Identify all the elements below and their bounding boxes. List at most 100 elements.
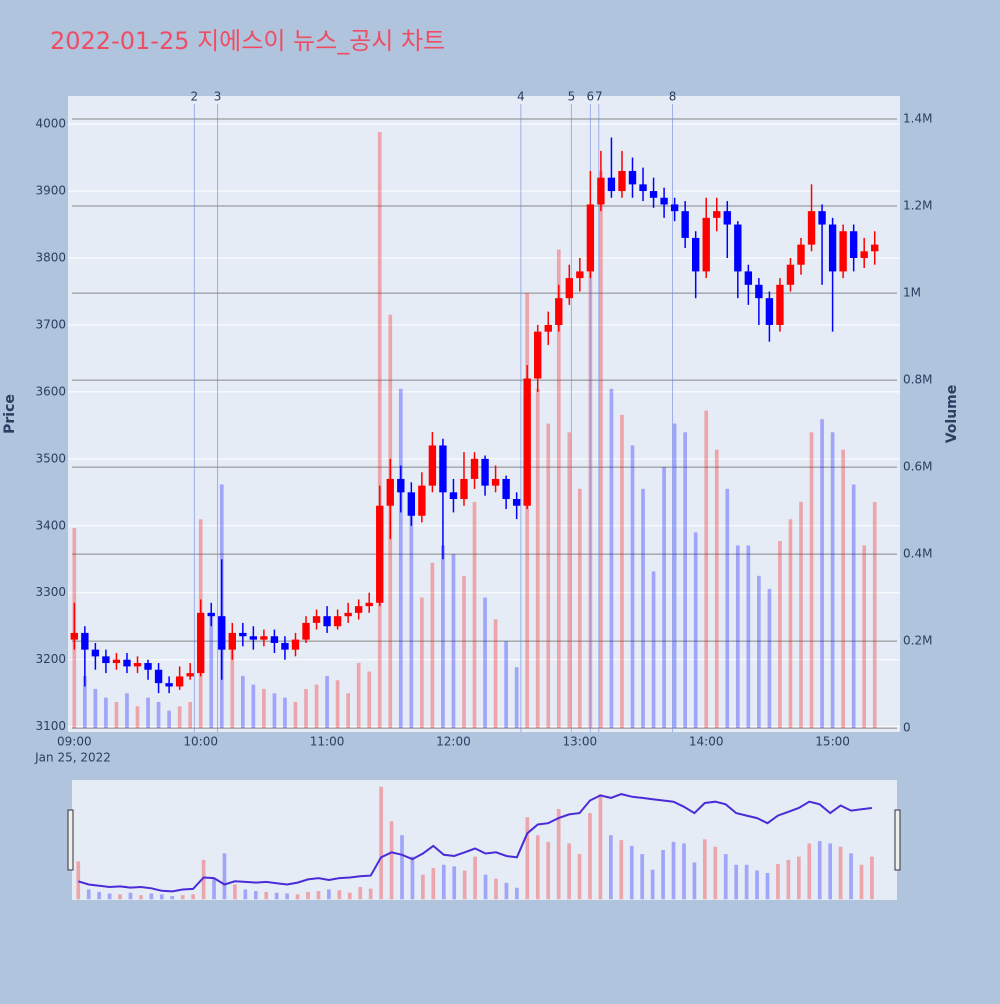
candle-body	[312, 616, 321, 623]
volume-bar	[451, 554, 456, 729]
candle-body	[681, 211, 689, 238]
y2-tick-label: 0.8M	[903, 373, 932, 387]
slider-volume-bar	[619, 840, 624, 900]
slider-volume-bar	[473, 856, 477, 900]
candle-body	[555, 298, 563, 325]
slider-volume-bar	[139, 895, 143, 900]
slider-volume-bar	[494, 878, 498, 900]
slider-volume-bar	[556, 808, 561, 900]
slider-volume-bar	[796, 856, 801, 900]
slider-volume-bar	[504, 882, 509, 900]
volume-bar	[462, 575, 466, 729]
range-handle[interactable]	[67, 809, 74, 871]
volume-bar	[314, 684, 319, 729]
volume-bar	[272, 693, 277, 729]
candle-body	[628, 170, 637, 185]
x-tick-label: 15:00	[815, 735, 850, 749]
slider-volume-bar	[577, 854, 582, 900]
slider-volume-bar	[253, 891, 258, 900]
y-tick-label: 3100	[35, 719, 66, 733]
volume-bar	[283, 697, 287, 729]
slider-volume-bar	[285, 893, 289, 900]
slider-volume-bar	[828, 843, 833, 900]
slider-volume-bar	[264, 891, 269, 900]
volume-bar	[483, 597, 487, 729]
slider-volume-bar	[431, 868, 436, 900]
volume-bar	[546, 423, 551, 729]
slider-volume-bar	[295, 894, 300, 900]
candle-body	[70, 632, 79, 640]
volume-bar	[599, 171, 603, 729]
slider-volume-bar	[703, 839, 707, 900]
candle-body	[776, 284, 784, 325]
candle-body	[354, 606, 363, 613]
volume-bar	[441, 545, 445, 729]
volume-bar	[135, 706, 140, 729]
x-tick-label: 09:00	[57, 735, 92, 749]
y2-axis-label: Volume	[944, 385, 960, 444]
plot-area	[68, 96, 900, 732]
slider-volume-bar	[588, 813, 592, 900]
candle-body	[828, 224, 837, 272]
candle-body	[102, 656, 110, 664]
volume-bar	[83, 675, 87, 729]
volume-bar	[156, 701, 161, 729]
slider-volume-bar	[327, 889, 331, 900]
volume-bar	[472, 501, 477, 729]
candle-body	[470, 458, 479, 479]
slider-volume-bar	[76, 861, 81, 900]
volume-bar	[346, 693, 350, 729]
slider-volume-bar	[358, 886, 363, 900]
volume-bar	[377, 132, 382, 729]
x-tick-label: 10:00	[183, 735, 218, 749]
volume-bar	[841, 449, 845, 729]
candle-body	[702, 217, 710, 272]
candle-body	[786, 264, 795, 285]
slider-volume-bar	[191, 894, 195, 900]
range-slider[interactable]	[72, 780, 897, 900]
y2-tick-label: 0.6M	[903, 460, 932, 474]
candle-body	[133, 663, 142, 667]
slider-volume-bar	[441, 864, 446, 900]
x-tick-label: 12:00	[436, 735, 471, 749]
y-tick-label: 3500	[35, 451, 66, 465]
candle-body	[460, 478, 468, 500]
volume-bar	[725, 488, 730, 729]
volume-bar	[114, 701, 119, 729]
volume-bar	[757, 575, 761, 729]
volume-bar	[304, 688, 308, 729]
volume-bar	[420, 597, 424, 729]
x-tick-label: 14:00	[689, 735, 724, 749]
slider-volume-bar	[650, 869, 655, 900]
volume-bar	[556, 249, 561, 729]
slider-volume-bar	[421, 874, 425, 900]
x-tick-label: 11:00	[310, 735, 345, 749]
volume-bar	[209, 614, 214, 729]
volume-bar	[641, 488, 645, 729]
slider-volume-bar	[525, 817, 530, 900]
y-tick-label: 3600	[35, 384, 66, 398]
slider-volume-bar	[567, 843, 571, 900]
slider-volume-bar	[535, 835, 540, 900]
candle-body	[544, 324, 552, 332]
volume-bar	[535, 388, 540, 729]
volume-bar	[872, 501, 877, 729]
slider-volume-bar	[744, 864, 749, 900]
candle-body	[365, 602, 373, 607]
volume-bar	[704, 410, 709, 729]
slider-volume-bar	[546, 841, 551, 900]
candle-body	[302, 622, 310, 640]
slider-volume-bar	[107, 893, 112, 900]
range-handle[interactable]	[894, 809, 901, 871]
candle-body	[228, 632, 236, 650]
news-label: 5	[568, 90, 576, 104]
slider-volume-bar	[692, 862, 697, 900]
volume-bar	[409, 501, 414, 729]
volume-bar	[525, 293, 530, 729]
slider-volume-bar	[170, 895, 175, 900]
volume-bar	[514, 667, 519, 729]
volume-bar	[862, 545, 867, 729]
slider-volume-bar	[410, 856, 415, 900]
candle-body	[576, 271, 584, 279]
